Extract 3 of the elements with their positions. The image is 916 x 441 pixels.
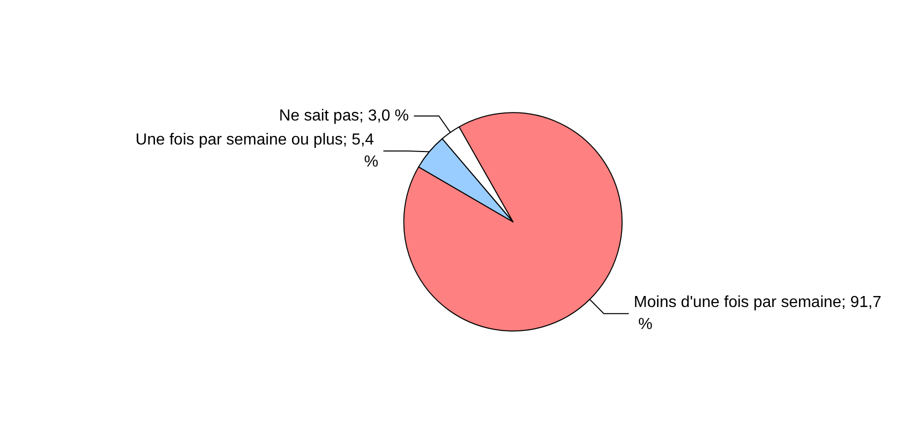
slice-label: Ne sait pas; 3,0 % <box>279 108 409 125</box>
slice-label: Moins d'une fois par semaine; 91,7 % <box>634 294 882 334</box>
slice-label: Une fois par semaine ou plus; 5,4 % <box>136 132 378 171</box>
